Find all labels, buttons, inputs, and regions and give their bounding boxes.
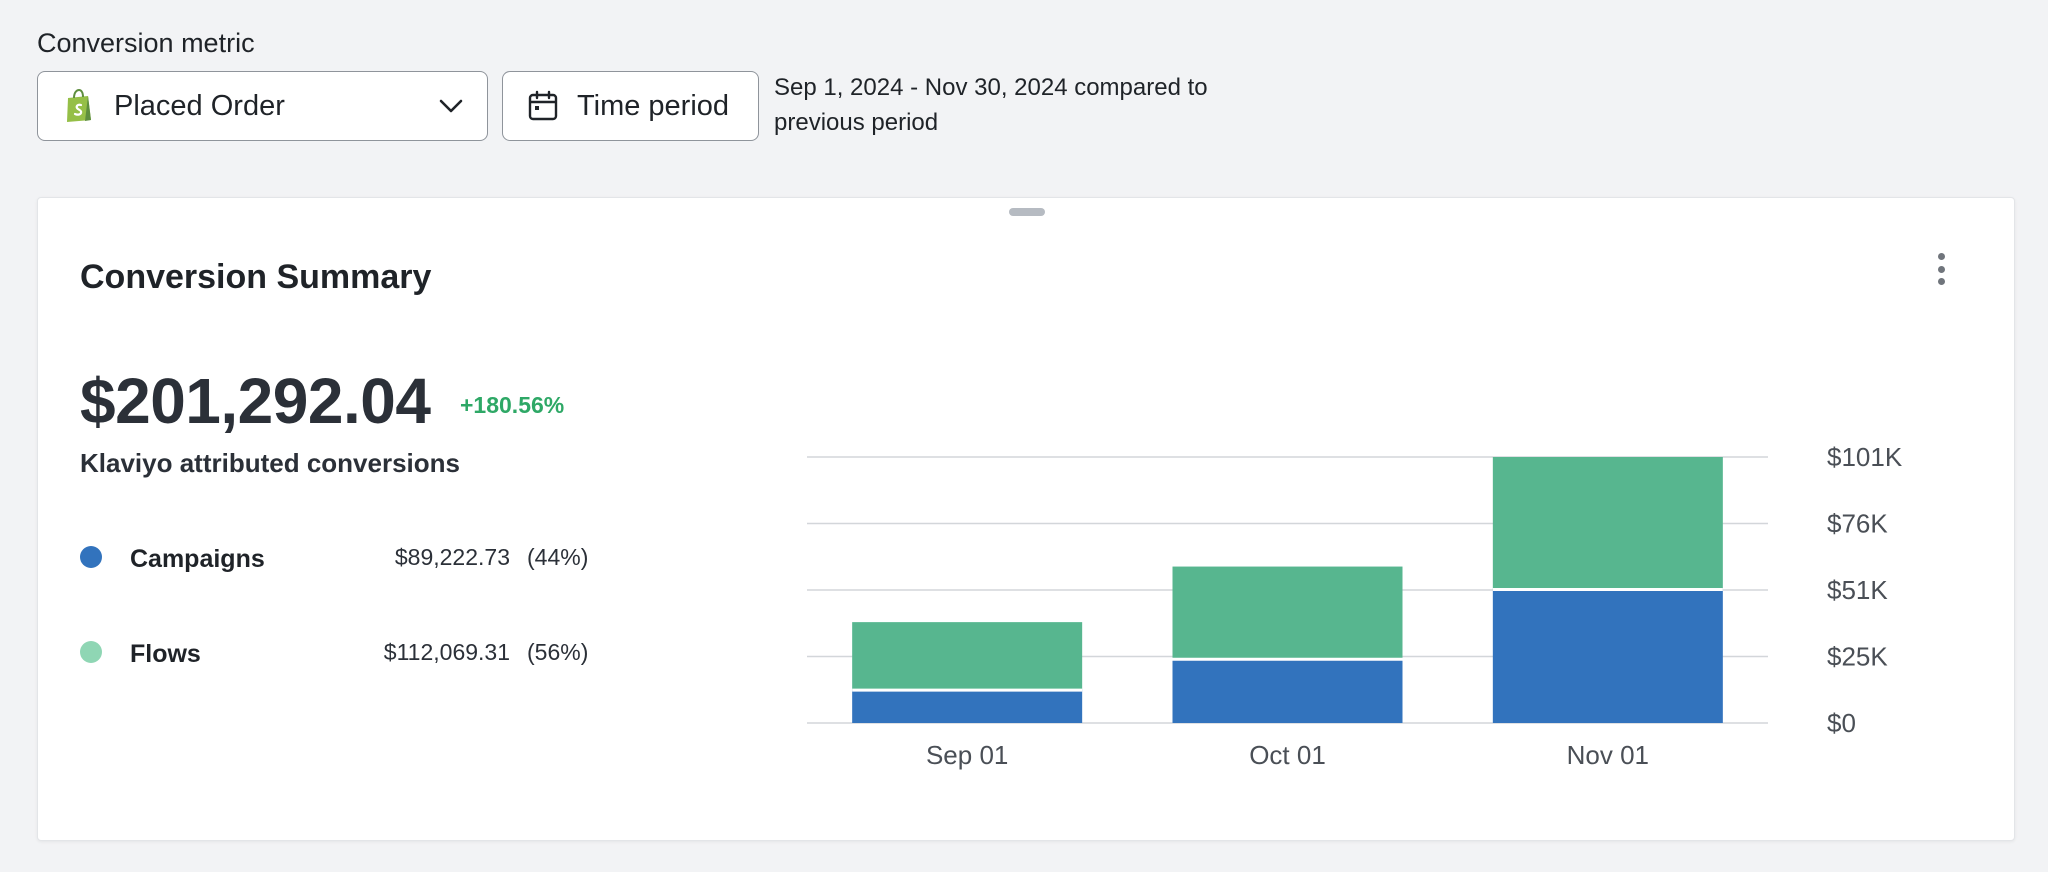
chevron-down-icon [437,92,465,120]
y-tick-label: $51K [1827,575,1888,605]
conversion-summary-card: Conversion Summary $201,292.04 +180.56% … [37,197,2015,841]
conversion-metric-dropdown[interactable]: Placed Order [37,71,488,141]
bar-campaigns[interactable] [1172,659,1403,723]
legend-percent: (44%) [527,544,589,570]
total-conversion-value: $201,292.04 [80,365,431,437]
card-title: Conversion Summary [80,258,432,296]
more-options-icon[interactable] [1928,250,1954,288]
date-range-text: Sep 1, 2024 - Nov 30, 2024 compared to p… [774,70,1274,140]
calendar-icon [527,90,559,122]
time-period-button[interactable]: Time period [502,71,759,141]
legend-value: $89,222.73 [394,544,510,570]
date-range-line-2: previous period [774,109,939,136]
legend-value: $112,069.31 [383,639,510,665]
legend-percent: (56%) [527,639,589,665]
conversion-bar-chart: $0 $25K $51K $76K $101K Sep 01 Oct 01 Nov 01 [807,442,1903,770]
x-tick-label: Oct 01 [1249,740,1326,770]
conversion-metric-value: Placed Order [114,89,285,122]
y-tick-label: $76K [1827,509,1888,539]
shopify-bag-icon [64,89,94,123]
legend-name: Flows [130,640,201,668]
bar-flows[interactable] [1492,457,1723,590]
bar-flows[interactable] [1172,566,1403,660]
legend-campaigns: Campaigns $89,222.73 (44%) [80,541,600,577]
change-percentage: +180.56% [460,392,565,418]
total-conversion-label: Klaviyo attributed conversions [80,448,460,478]
drag-handle[interactable] [1009,208,1045,216]
x-tick-label: Nov 01 [1567,740,1649,770]
bar-flows[interactable] [852,622,1083,691]
legend-flows: Flows $112,069.31 (56%) [80,636,600,672]
y-tick-label: $0 [1827,708,1856,738]
bar-campaigns[interactable] [1492,589,1723,723]
bar-campaigns[interactable] [852,690,1083,723]
date-range-line-1: Sep 1, 2024 - Nov 30, 2024 compared to [774,74,1208,101]
flows-dot [80,641,102,663]
legend-name: Campaigns [130,545,265,573]
y-tick-label: $101K [1827,442,1903,472]
x-tick-label: Sep 01 [926,740,1008,770]
y-tick-label: $25K [1827,642,1888,672]
conversion-metric-label: Conversion metric [37,28,255,58]
time-period-label: Time period [577,89,730,122]
campaigns-dot [80,546,102,568]
